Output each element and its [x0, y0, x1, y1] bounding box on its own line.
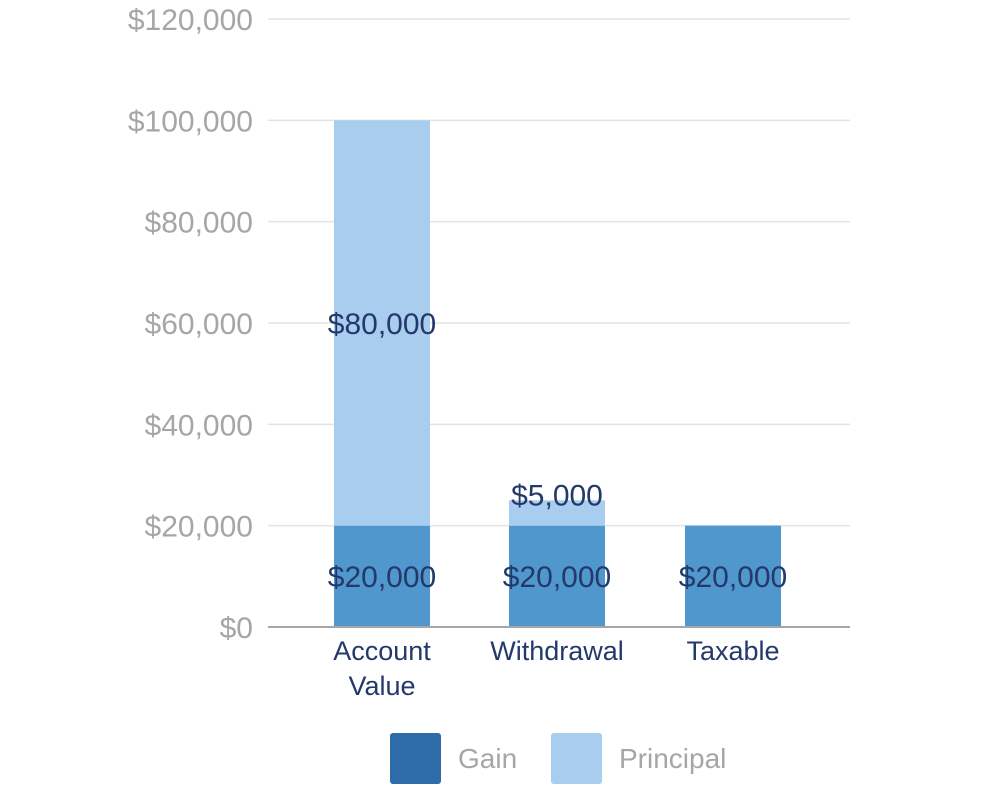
y-tick-label: $0 — [220, 612, 253, 645]
data-labels: $20,000 $80,000 $20,000 $5,000 $20,000 — [328, 308, 787, 594]
category-labels: Account Value Withdrawal Taxable — [333, 636, 779, 701]
bar-gain-0 — [334, 525, 430, 627]
bar-gain-1 — [509, 525, 605, 627]
category-label: Value — [348, 671, 415, 701]
legend: Gain Principal — [390, 733, 726, 784]
legend-label-principal: Principal — [619, 743, 726, 774]
data-label-principal-1: $5,000 — [511, 479, 603, 512]
legend-swatch-gain — [390, 733, 441, 784]
y-axis-tick-labels: $0 $20,000 $40,000 $60,000 $80,000 $100,000 $1… — [128, 4, 253, 645]
bars — [334, 120, 781, 627]
category-label: Withdrawal — [490, 636, 624, 666]
data-label-gain-0: $20,000 — [328, 561, 436, 594]
category-label: Account — [333, 636, 431, 666]
bar-principal-0 — [334, 120, 430, 526]
y-tick-label: $20,000 — [145, 511, 253, 544]
category-label: Taxable — [686, 636, 779, 666]
data-label-gain-1: $20,000 — [503, 561, 611, 594]
bar-principal-1 — [509, 500, 605, 526]
y-tick-label: $40,000 — [145, 409, 253, 442]
data-label-gain-2: $20,000 — [679, 561, 787, 594]
y-tick-label: $100,000 — [128, 105, 253, 138]
y-tick-label: $120,000 — [128, 4, 253, 37]
legend-label-gain: Gain — [458, 743, 517, 774]
data-label-principal-0: $80,000 — [328, 308, 436, 341]
y-tick-label: $60,000 — [145, 308, 253, 341]
legend-swatch-principal — [551, 733, 602, 784]
bar-gain-2 — [685, 525, 781, 627]
y-tick-label: $80,000 — [145, 207, 253, 240]
